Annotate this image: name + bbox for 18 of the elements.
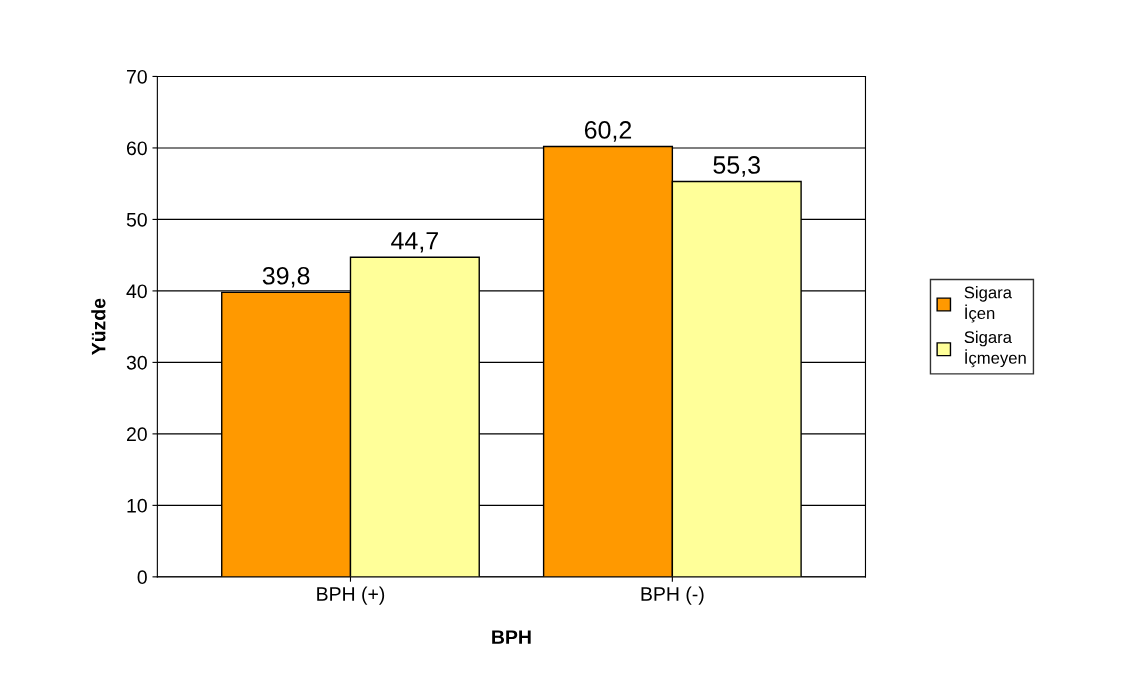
y-tick-label: 20 — [126, 427, 147, 442]
data-label: 60,2 — [584, 121, 632, 142]
legend-label: Sigara İçmeyen — [964, 330, 1026, 368]
x-tick-label: BPH (-) — [641, 586, 704, 605]
x-axis-title: BPH — [492, 630, 531, 644]
legend-label: Sigara İçen — [964, 286, 1012, 323]
y-axis-title: Yüzde — [91, 298, 106, 355]
y-tick-label: 30 — [126, 355, 147, 370]
y-tick-label: 50 — [126, 212, 147, 227]
x-tick-label: BPH (+) — [317, 586, 385, 605]
data-label: 44,7 — [391, 232, 438, 253]
y-tick-label: 60 — [127, 141, 147, 156]
y-tick-label: 40 — [126, 284, 147, 299]
y-tick-label: 10 — [127, 498, 147, 513]
y-tick-label: 0 — [137, 570, 147, 585]
data-label: 39,8 — [262, 266, 310, 288]
y-tick-label: 70 — [127, 69, 147, 84]
data-label: 55,3 — [713, 156, 760, 177]
